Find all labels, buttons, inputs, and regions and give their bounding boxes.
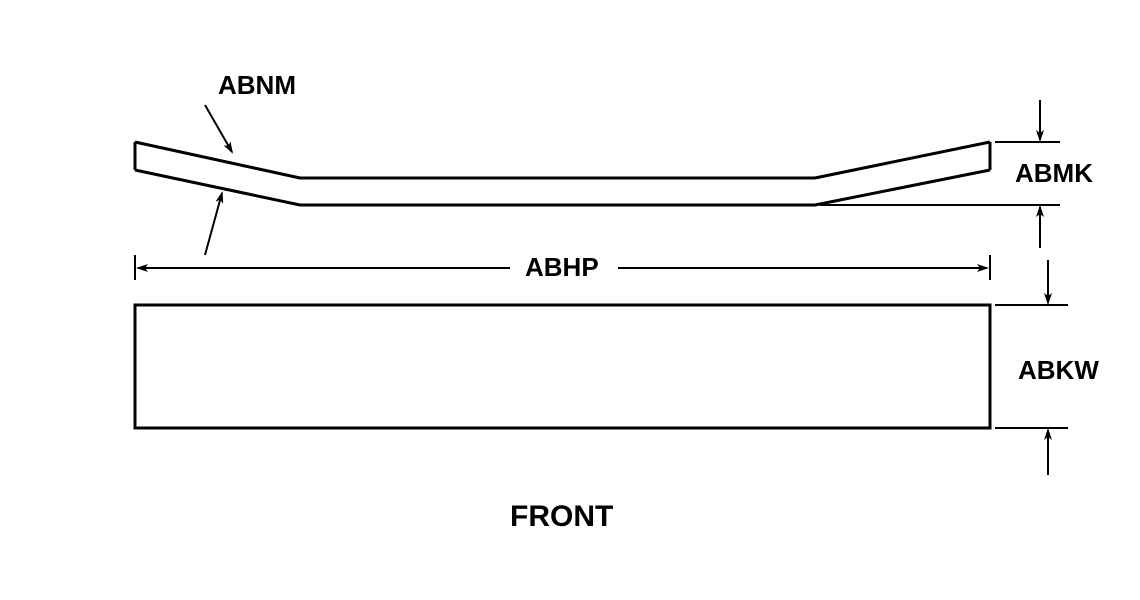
engineering-diagram: ABNM ABMK ABHP ABKW FRONT <box>0 0 1140 600</box>
dimension-abnm <box>205 105 232 255</box>
label-abnm: ABNM <box>218 70 296 101</box>
side-view-profile <box>135 142 990 205</box>
label-abkw: ABKW <box>1018 355 1099 386</box>
front-view-rect <box>135 305 990 428</box>
label-abhp: ABHP <box>525 252 599 283</box>
view-label-front: FRONT <box>510 500 613 534</box>
label-abmk: ABMK <box>1015 158 1093 189</box>
